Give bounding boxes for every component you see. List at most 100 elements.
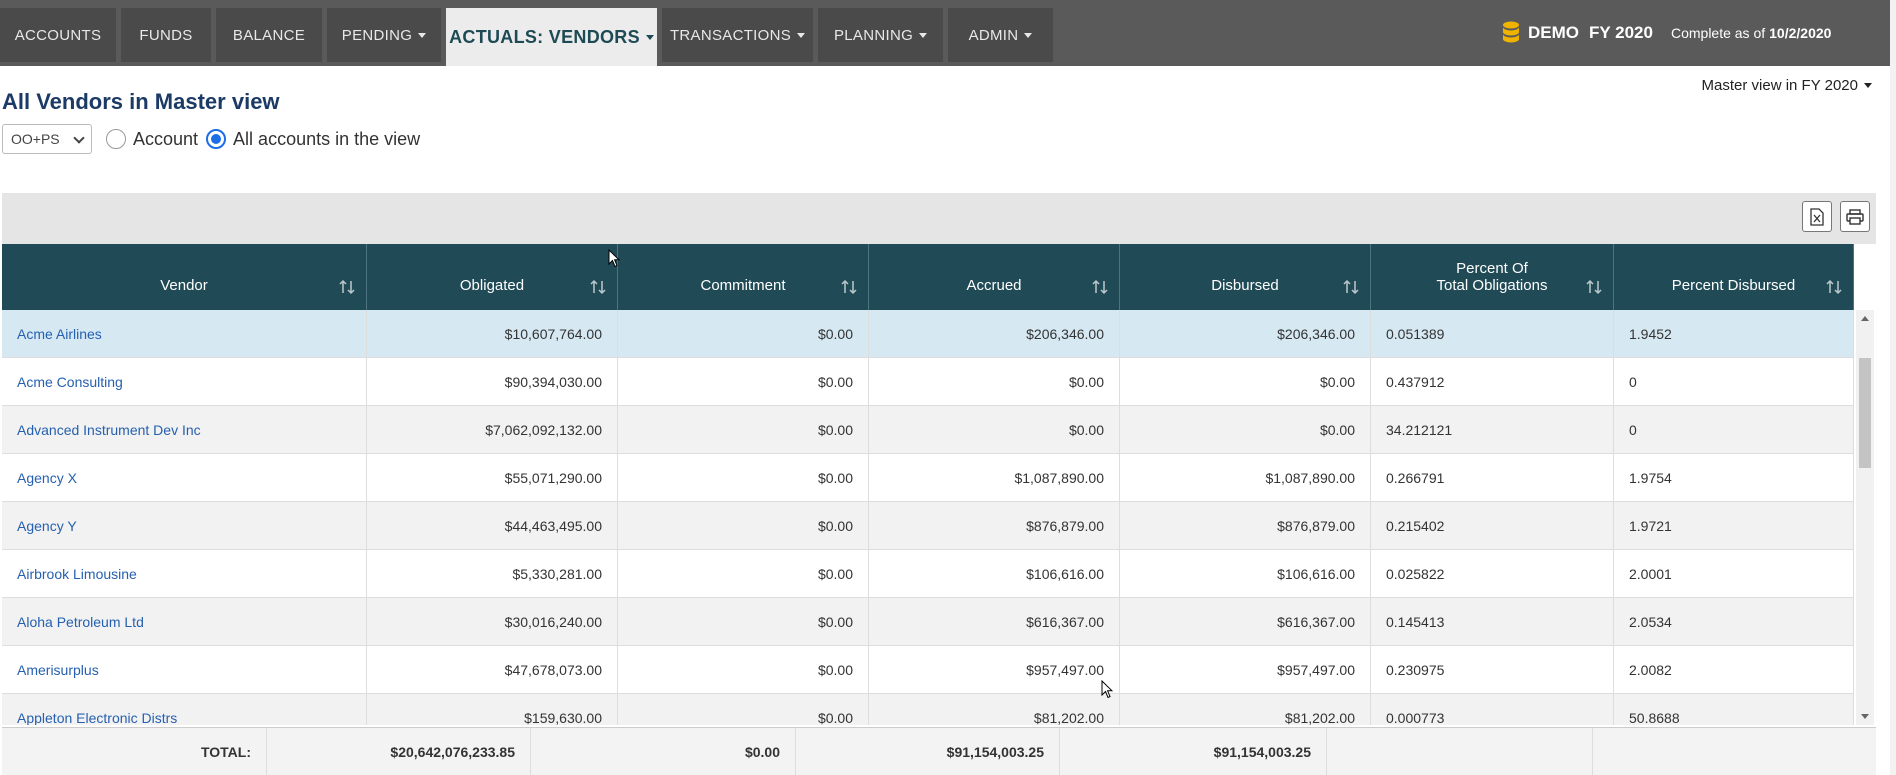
column-header-label: Percent Disbursed xyxy=(1671,277,1796,294)
scroll-down-icon[interactable] xyxy=(1861,714,1869,719)
vendor-link[interactable]: Appleton Electronic Distrs xyxy=(2,694,367,725)
tab-pending-label: PENDING xyxy=(341,26,413,44)
column-header-obligated[interactable]: Obligated xyxy=(367,244,618,310)
column-header-percent-of-total[interactable]: Percent Of Total Obligations xyxy=(1371,244,1614,310)
scrollbar-thumb[interactable] xyxy=(1859,358,1871,468)
excel-export-button[interactable] xyxy=(1802,201,1832,232)
radio-all-accounts[interactable] xyxy=(206,129,227,149)
vendor-link[interactable]: Acme Consulting xyxy=(2,358,367,406)
scroll-up-icon[interactable] xyxy=(1861,316,1869,321)
vendor-link[interactable]: Airbrook Limousine xyxy=(2,550,367,598)
chevron-down-icon xyxy=(418,32,427,38)
column-header-label: Accrued xyxy=(966,277,1022,294)
vendor-link[interactable]: Amerisurplus xyxy=(2,646,367,694)
cell-disbursed: $616,367.00 xyxy=(1120,598,1371,646)
table-scrollbar[interactable] xyxy=(1856,310,1874,725)
cell-percent-of-total: 0.000773 xyxy=(1371,694,1614,725)
tab-accounts[interactable]: ACCOUNTS xyxy=(0,8,116,62)
cell-obligated: $90,394,030.00 xyxy=(367,358,618,406)
view-selector[interactable]: Master view in FY 2020 xyxy=(1702,77,1872,94)
cell-commitment: $0.00 xyxy=(618,310,869,358)
tab-pending[interactable]: PENDING xyxy=(327,8,441,62)
cell-commitment: $0.00 xyxy=(618,406,869,454)
cell-accrued: $81,202.00 xyxy=(869,694,1120,725)
column-header-label: Percent Of Total Obligations xyxy=(1436,260,1548,294)
cell-percent-disbursed: 2.0082 xyxy=(1614,646,1854,694)
column-header-disbursed[interactable]: Disbursed xyxy=(1120,244,1371,310)
tab-balance[interactable]: BALANCE xyxy=(216,8,322,62)
table-row[interactable]: Appleton Electronic Distrs $159,630.00 $0.… xyxy=(2,694,1854,725)
table-row[interactable]: Acme Consulting $90,394,030.00 $0.00 $0.00 $… xyxy=(2,358,1854,406)
cell-accrued: $1,087,890.00 xyxy=(869,454,1120,502)
view-selector-label: Master view in FY 2020 xyxy=(1701,77,1858,94)
sort-icon[interactable] xyxy=(1825,278,1843,296)
sort-icon[interactable] xyxy=(338,278,356,296)
cell-percent-of-total: 0.145413 xyxy=(1371,598,1614,646)
tab-balance-label: BALANCE xyxy=(232,26,306,44)
brand-status: DEMO FY 2020 Complete as of 10/2/2020 xyxy=(1502,20,1831,46)
column-header-accrued[interactable]: Accrued xyxy=(869,244,1120,310)
cell-percent-disbursed: 1.9721 xyxy=(1614,502,1854,550)
cell-percent-of-total: 0.051389 xyxy=(1371,310,1614,358)
cell-obligated: $55,071,290.00 xyxy=(367,454,618,502)
total-obligated: $20,642,076,233.85 xyxy=(267,728,531,775)
chevron-down-icon xyxy=(1024,32,1033,38)
sort-icon[interactable] xyxy=(589,278,607,296)
radio-account-label[interactable]: Account xyxy=(133,128,199,149)
radio-all-accounts-label[interactable]: All accounts in the view xyxy=(233,128,421,149)
sort-icon[interactable] xyxy=(840,278,858,296)
vendor-link[interactable]: Acme Airlines xyxy=(2,310,367,358)
cell-disbursed: $876,879.00 xyxy=(1120,502,1371,550)
chevron-down-icon xyxy=(1864,83,1872,88)
column-header-commitment[interactable]: Commitment xyxy=(618,244,869,310)
cell-accrued: $957,497.00 xyxy=(869,646,1120,694)
print-button[interactable] xyxy=(1840,201,1870,232)
tab-actuals-vendors[interactable]: ACTUALS: VENDORS xyxy=(446,8,657,66)
table-row[interactable]: Agency X $55,071,290.00 $0.00 $1,087,890.00… xyxy=(2,454,1854,502)
tab-admin[interactable]: ADMIN xyxy=(948,8,1053,62)
cell-percent-disbursed: 0 xyxy=(1614,358,1854,406)
cell-commitment: $0.00 xyxy=(618,502,869,550)
cell-commitment: $0.00 xyxy=(618,694,869,725)
cell-obligated: $5,330,281.00 xyxy=(367,550,618,598)
complete-label: Complete as of xyxy=(1670,25,1766,41)
window-edge xyxy=(1890,0,1896,775)
page-title: All Vendors in Master view xyxy=(2,89,280,114)
vendor-link[interactable]: Advanced Instrument Dev Inc xyxy=(2,406,367,454)
vendor-link[interactable]: Agency Y xyxy=(2,502,367,550)
column-header-label: Obligated xyxy=(459,277,525,294)
cell-disbursed: $0.00 xyxy=(1120,406,1371,454)
vendor-link[interactable]: Aloha Petroleum Ltd xyxy=(2,598,367,646)
cell-obligated: $7,062,092,132.00 xyxy=(367,406,618,454)
tab-accounts-label: ACCOUNTS xyxy=(14,26,102,44)
table-row[interactable]: Acme Airlines $10,607,764.00 $0.00 $206,346… xyxy=(2,310,1854,358)
cell-percent-of-total: 0.437912 xyxy=(1371,358,1614,406)
total-empty-2 xyxy=(1593,728,1876,775)
table-row[interactable]: Airbrook Limousine $5,330,281.00 $0.00 $106… xyxy=(2,550,1854,598)
sort-icon[interactable] xyxy=(1585,278,1603,296)
table-row[interactable]: Advanced Instrument Dev Inc $7,062,092,13… xyxy=(2,406,1854,454)
column-header-percent-disbursed[interactable]: Percent Disbursed xyxy=(1614,244,1854,310)
sort-icon[interactable] xyxy=(1091,278,1109,296)
totals-row: TOTAL: $20,642,076,233.85 $0.00 $91,154,… xyxy=(2,727,1876,775)
tab-transactions[interactable]: TRANSACTIONS xyxy=(662,8,813,62)
radio-account[interactable] xyxy=(106,129,126,149)
tab-planning[interactable]: PLANNING xyxy=(818,8,943,62)
table-row[interactable]: Amerisurplus $47,678,073.00 $0.00 $957,497.… xyxy=(2,646,1854,694)
vendor-link[interactable]: Agency X xyxy=(2,454,367,502)
mouse-pointer-icon xyxy=(1101,680,1113,699)
column-header-label: Vendor xyxy=(160,277,208,294)
cell-percent-disbursed: 2.0001 xyxy=(1614,550,1854,598)
cell-commitment: $0.00 xyxy=(618,598,869,646)
cell-disbursed: $81,202.00 xyxy=(1120,694,1371,725)
tab-admin-label: ADMIN xyxy=(968,26,1019,44)
column-header-vendor[interactable]: Vendor xyxy=(2,244,367,310)
sort-icon[interactable] xyxy=(1342,278,1360,296)
cell-disbursed: $1,087,890.00 xyxy=(1120,454,1371,502)
total-empty-1 xyxy=(1327,728,1593,775)
table-row[interactable]: Agency Y $44,463,495.00 $0.00 $876,879.00 $8… xyxy=(2,502,1854,550)
table-row[interactable]: Aloha Petroleum Ltd $30,016,240.00 $0.00 $6… xyxy=(2,598,1854,646)
tab-funds[interactable]: FUNDS xyxy=(121,8,211,62)
cell-accrued: $616,367.00 xyxy=(869,598,1120,646)
source-dropdown[interactable]: OO+PS xyxy=(2,124,92,154)
